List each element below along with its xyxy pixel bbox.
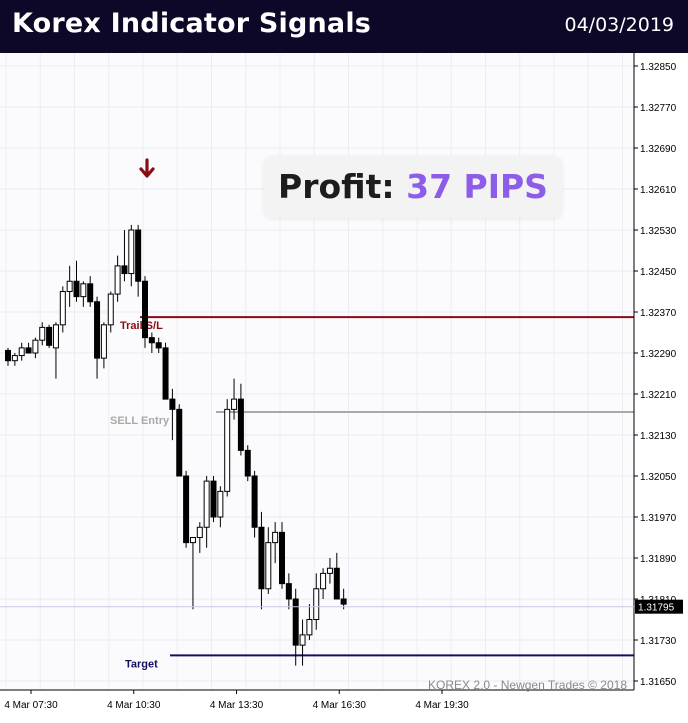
candle-body: [176, 408, 183, 477]
candle-body: [313, 588, 320, 620]
candle-body: [258, 526, 265, 590]
y-tick-label: 1.32210: [640, 390, 677, 401]
candle-body: [279, 531, 285, 585]
candle-body: [237, 398, 244, 451]
page-title: Korex Indicator Signals: [12, 8, 372, 39]
price-axis: 1.32850 1.32770 1.32690 1.32610 1.32530 1.324…: [633, 53, 677, 690]
candle-body: [73, 280, 80, 298]
y-tick-label: 1.32690: [640, 144, 677, 155]
candle-body: [326, 567, 333, 574]
candle-body: [292, 598, 299, 646]
candle-body: [25, 347, 32, 354]
y-tick-label: 1.32610: [640, 185, 677, 196]
time-axis: 4 Mar 07:30 4 Mar 10:30 4 Mar 13:30 4 Mar 1…: [0, 689, 634, 711]
candle-body: [155, 342, 162, 349]
x-tick-label: 4 Mar 07:30: [4, 700, 58, 711]
current-price-label: 1.31795: [638, 603, 675, 614]
y-tick-label: 1.32850: [640, 62, 677, 73]
candle-body: [114, 265, 121, 295]
chart-frame: Trail S/L SELL Entry Target 1.32850 1.32770…: [0, 53, 688, 718]
candle-body: [66, 280, 73, 292]
candle-body: [52, 324, 59, 349]
candlestick-chart[interactable]: Trail S/L SELL Entry Target 1.32850 1.32770…: [0, 53, 688, 718]
candle-body: [32, 339, 39, 354]
header-date: 04/03/2019: [564, 14, 674, 36]
profit-value: 37 PIPS: [406, 167, 548, 206]
level-label: Target: [125, 658, 158, 670]
candle-body: [244, 449, 251, 477]
down-arrow-icon: [139, 158, 155, 178]
y-tick-label: 1.32050: [640, 472, 677, 483]
candle-body: [183, 475, 190, 544]
y-tick-label: 1.32130: [640, 431, 677, 442]
candle-body: [320, 572, 327, 590]
candle-body: [87, 283, 94, 303]
candle-body: [162, 347, 169, 400]
profit-box: Profit: 37 PIPS: [264, 156, 562, 218]
candle-body: [39, 326, 46, 341]
level-label: SELL Entry: [110, 415, 170, 427]
candle-body: [196, 526, 203, 538]
level-lines: Trail S/L SELL Entry Target: [110, 316, 634, 670]
profit-label: Profit:: [278, 167, 395, 206]
x-tick-label: 4 Mar 19:30: [415, 700, 469, 711]
candle-body: [121, 265, 128, 275]
candle-body: [265, 542, 272, 590]
x-tick-label: 4 Mar 13:30: [210, 700, 264, 711]
candle-body: [148, 337, 155, 344]
y-tick-label: 1.32770: [640, 103, 677, 114]
candles: [5, 224, 347, 666]
y-tick-label: 1.31730: [640, 636, 677, 647]
candle-body: [100, 324, 107, 359]
candle-body: [142, 280, 148, 339]
x-tick-label: 4 Mar 10:30: [107, 700, 161, 711]
candle-body: [94, 301, 101, 359]
candle-body: [80, 283, 87, 298]
candle-body: [203, 480, 210, 528]
y-tick-label: 1.32290: [640, 349, 677, 360]
candle-body: [210, 480, 217, 518]
current-price-badge: [635, 599, 683, 614]
candle-body: [217, 490, 224, 518]
candle-body: [224, 408, 231, 492]
x-tick-label: 4 Mar 16:30: [313, 700, 367, 711]
candle-body: [251, 475, 258, 528]
y-tick-label: 1.31650: [640, 677, 677, 688]
candle-body: [285, 583, 292, 600]
y-tick-label: 1.32370: [640, 308, 677, 319]
candle-body: [340, 598, 347, 605]
y-tick-label: 1.31890: [640, 554, 677, 565]
candle-body: [189, 537, 196, 544]
y-tick-label: 1.31970: [640, 513, 677, 524]
candle-body: [5, 349, 11, 362]
candle-body: [46, 326, 53, 346]
candle-body: [11, 355, 18, 362]
candle-body: [231, 398, 238, 410]
level-label: Trail S/L: [120, 320, 163, 332]
candle-body: [135, 229, 142, 282]
watermark: KOREX 2.0 - Newgen Trades © 2018: [428, 678, 627, 692]
grid-lines: [0, 53, 634, 690]
current-price-marker: 1.31795: [0, 599, 683, 614]
candle-body: [107, 293, 114, 326]
candle-body: [272, 531, 279, 544]
candle-body: [18, 347, 25, 357]
candle-body: [59, 291, 66, 326]
header-bar: Korex Indicator Signals 04/03/2019: [0, 0, 688, 53]
candle-body: [333, 567, 340, 600]
y-tick-label: 1.32530: [640, 226, 677, 237]
candle-body: [128, 229, 135, 275]
candle-body: [299, 634, 306, 646]
candle-body: [169, 398, 176, 410]
candle-body: [306, 619, 313, 636]
y-tick-label: 1.32450: [640, 267, 677, 278]
